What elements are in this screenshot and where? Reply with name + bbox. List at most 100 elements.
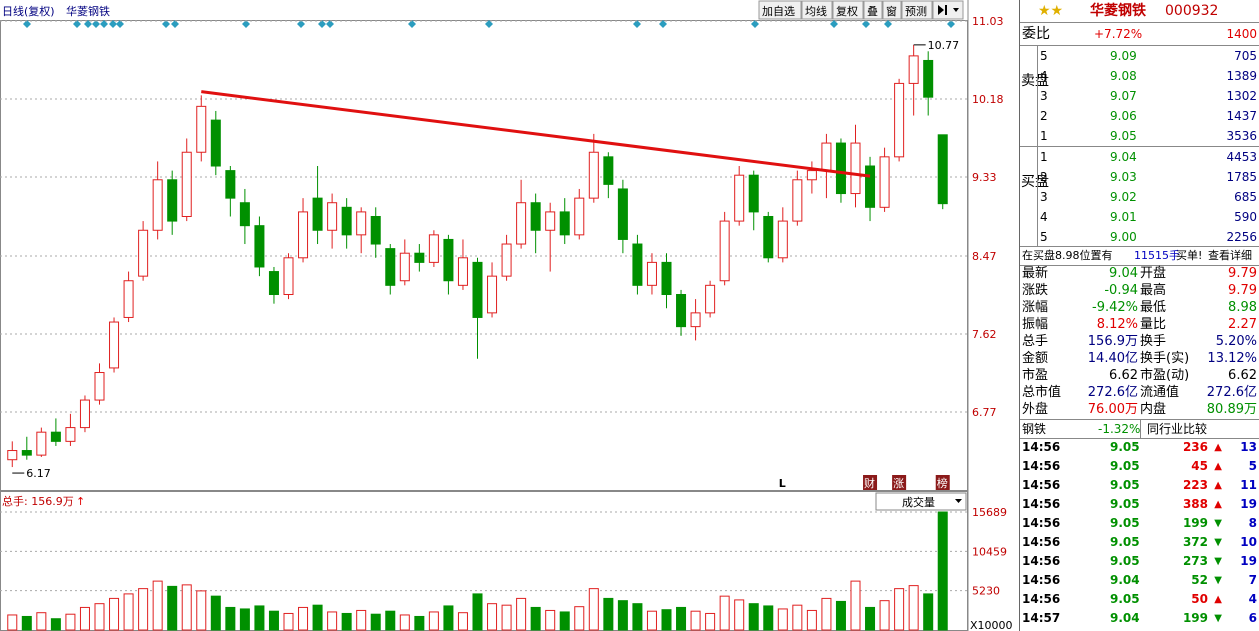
toolbar-button[interactable] (832, 0, 864, 20)
book-level: 3 (1040, 89, 1048, 103)
book-level: 4 (1040, 69, 1048, 83)
volume-bar (487, 603, 498, 631)
toolbar-button-label[interactable]: 窗 (886, 4, 897, 18)
sector-name: 钢铁 (1022, 422, 1047, 436)
volume-bar (748, 603, 759, 631)
volume-bar (501, 604, 512, 631)
toolbar-button[interactable] (863, 0, 883, 20)
volume-selector[interactable] (875, 492, 967, 511)
y-tick-label: 7.62 (972, 328, 997, 341)
toolbar-button[interactable] (801, 0, 833, 20)
candle-body (399, 252, 410, 282)
event-icon (297, 20, 305, 28)
volume-bar (806, 609, 817, 631)
volume-bar (152, 580, 163, 631)
volume-bar (894, 588, 905, 631)
divider (1020, 146, 1259, 147)
toolbar-button-label[interactable]: 均线 (805, 4, 827, 18)
book-volume: 590 (1234, 210, 1257, 224)
tick-row: 14:56 9.04 52 ▼ 7 (1020, 571, 1259, 590)
candle-body (763, 215, 774, 259)
tick-volume: 199 (1182, 611, 1208, 625)
volume-bar (908, 585, 919, 631)
tick-arrow: ▲ (1214, 499, 1222, 510)
candle-body (225, 170, 236, 199)
book-price: 9.01 (1110, 210, 1137, 224)
volume-bar (181, 584, 192, 631)
event-icon (862, 20, 870, 28)
stat-label: 市盈(动) (1140, 368, 1190, 383)
candle-body (705, 284, 716, 314)
volume-bar (705, 612, 716, 631)
toolbar-button[interactable] (901, 0, 933, 20)
nav-icon (938, 5, 959, 15)
event-icon (326, 20, 334, 28)
volume-selector-label[interactable]: 成交量 (902, 495, 935, 509)
volume-bar (94, 603, 105, 631)
candle-body (646, 261, 657, 286)
candle-body (501, 243, 512, 277)
tick-volume: 273 (1182, 554, 1208, 568)
tick-price: 9.04 (1110, 573, 1140, 587)
candle-body (806, 170, 817, 181)
volume-bar (268, 610, 279, 631)
volume-bar (225, 606, 236, 631)
tick-count: 19 (1240, 554, 1257, 568)
volume-bar (937, 511, 948, 631)
volume-bar (283, 612, 294, 631)
tick-arrow: ▼ (1214, 537, 1222, 548)
tick-row: 14:56 9.05 388 ▲ 19 (1020, 495, 1259, 514)
tick-row: 14:56 9.05 223 ▲ 11 (1020, 476, 1259, 495)
stat-value: 272.6亿 (1206, 385, 1257, 400)
volume-bar (138, 588, 149, 631)
tick-time: 14:56 (1022, 516, 1061, 530)
stat-label: 换手(实) (1140, 351, 1190, 366)
toolbar-button-label[interactable]: 预测 (905, 5, 927, 18)
ratio-pct: +7.72% (1094, 27, 1143, 41)
notice-link[interactable]: 查看详细 (1208, 249, 1252, 262)
event-marker: 涨 (893, 477, 904, 490)
notice-volume: 11515手 (1134, 249, 1180, 262)
stat-label: 开盘 (1140, 266, 1167, 281)
candle-body (428, 234, 439, 263)
book-price: 9.00 (1110, 230, 1137, 244)
quote-panel: ★★ 华菱钢铁 000932 委比 +7.72% 1400 卖盘 5 9.09 705 4 9.08 1… (1019, 0, 1259, 631)
volume-bar (298, 606, 309, 631)
candle-body (356, 211, 367, 236)
book-row: 5 9.00 2256 (1020, 227, 1259, 247)
tick-count: 5 (1248, 459, 1257, 473)
stat-label: 最新 (1022, 266, 1049, 281)
volume-bar (370, 613, 381, 631)
volume-bar (923, 593, 934, 631)
candle-body (94, 372, 105, 401)
stat-label: 涨跌 (1022, 283, 1049, 298)
tick-price: 9.05 (1110, 478, 1140, 492)
toolbar-button-label[interactable]: 加自选 (762, 5, 795, 18)
volume-bar (545, 609, 556, 631)
book-row: 3 9.07 1302 (1020, 86, 1259, 106)
quote-name: 华菱钢铁 (1090, 3, 1146, 19)
book-row: 4 9.08 1389 (1020, 66, 1259, 86)
sector-compare[interactable]: 同行业比较 (1140, 420, 1259, 438)
volume-bar (530, 606, 541, 631)
toolbar-button[interactable] (758, 0, 802, 20)
event-marker-box (863, 475, 878, 490)
stat-row: 总手 156.9万 换手 5.20% (1020, 333, 1259, 350)
volume-bar (341, 612, 352, 631)
toolbar-button-label[interactable]: 复权 (836, 4, 858, 18)
tick-row: 14:56 9.05 236 ▲ 13 (1020, 438, 1259, 457)
candle-body (385, 248, 396, 286)
tick-row: 14:56 9.05 199 ▼ 8 (1020, 514, 1259, 533)
toolbar-button[interactable] (882, 0, 902, 20)
nav-button[interactable] (932, 0, 964, 20)
candle-body (545, 211, 556, 231)
ratio-label: 委比 (1022, 26, 1050, 42)
book-row: 5 9.09 705 (1020, 46, 1259, 66)
candle-body (821, 142, 832, 172)
toolbar-button-label[interactable]: 叠 (867, 5, 878, 18)
stat-value: 8.98 (1228, 300, 1257, 315)
volume-bar (167, 585, 178, 631)
stat-label: 总手 (1022, 334, 1049, 349)
volume-bar (457, 612, 468, 631)
stat-row: 总市值 272.6亿 流通值 272.6亿 (1020, 384, 1259, 401)
